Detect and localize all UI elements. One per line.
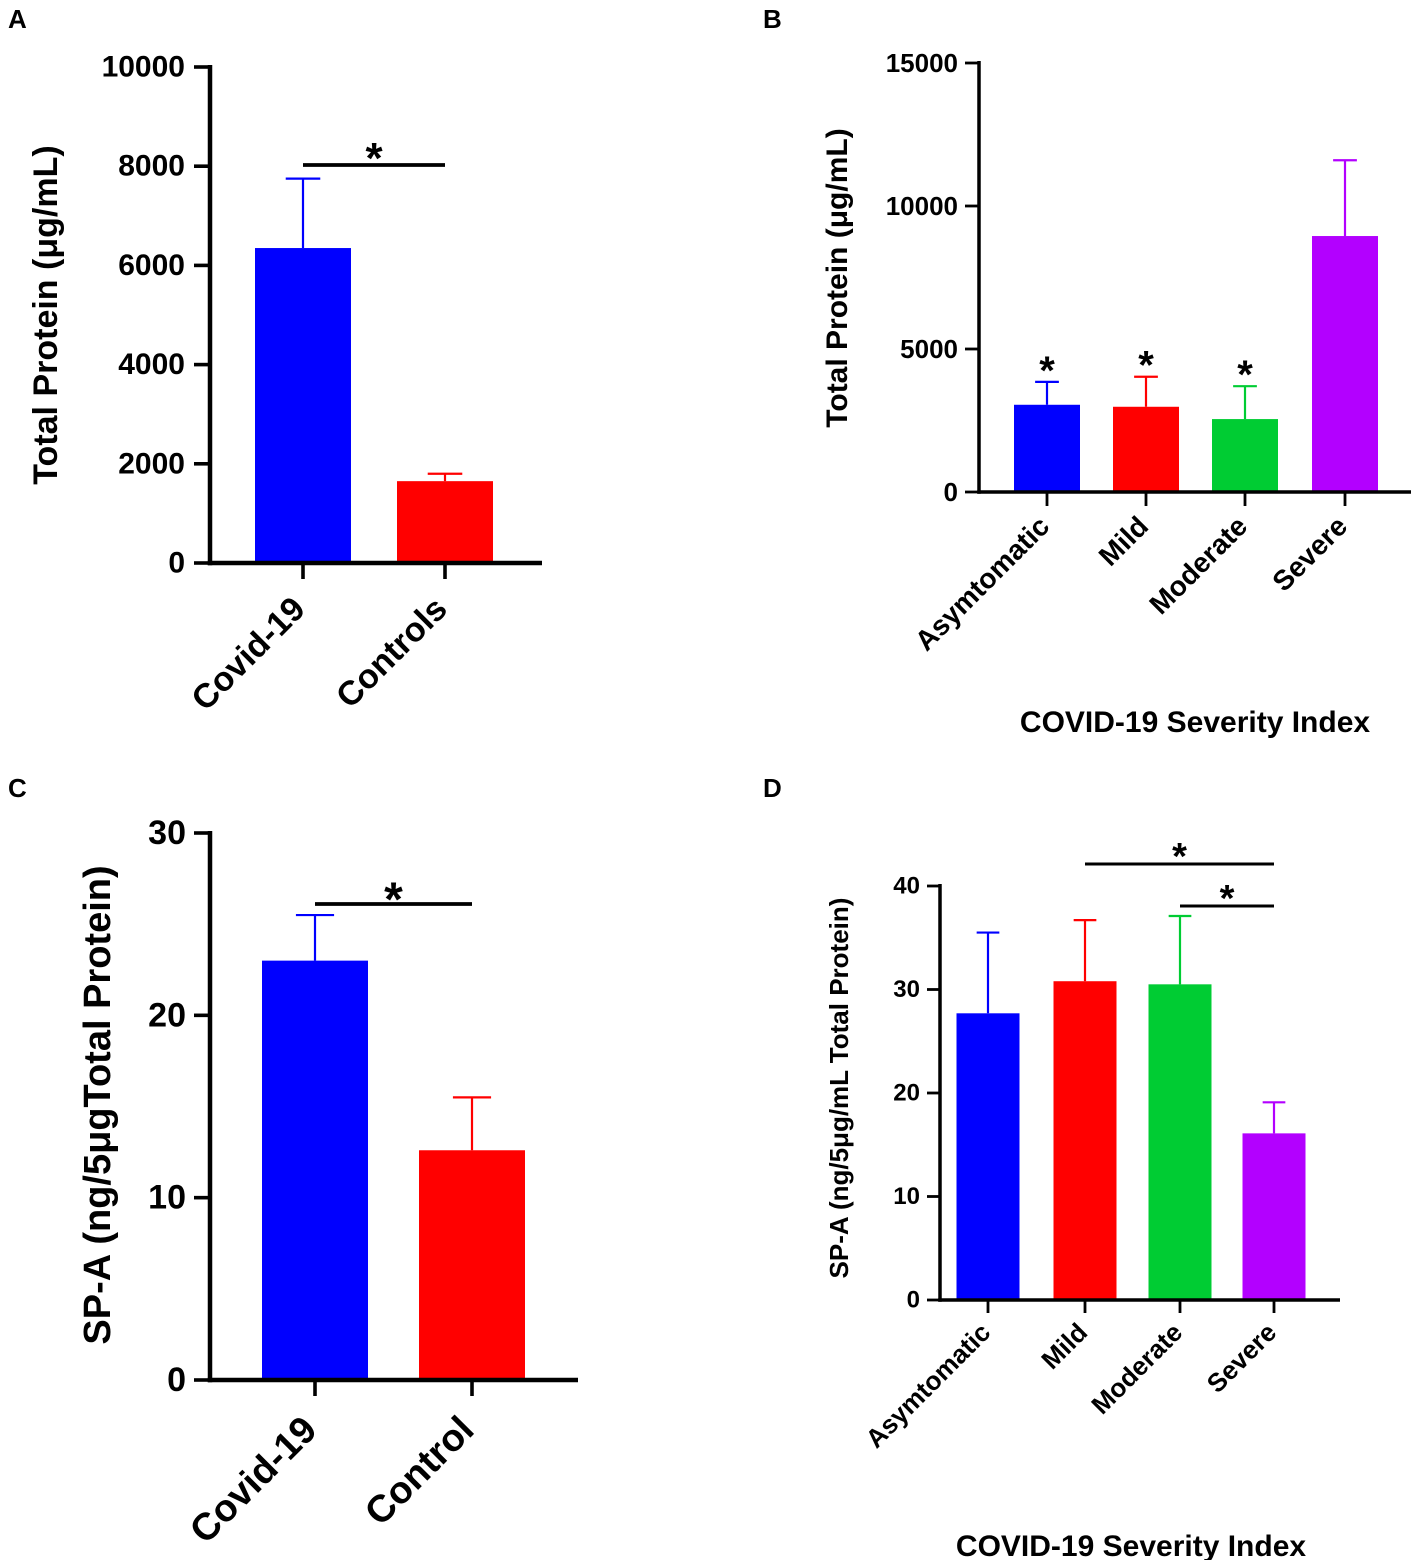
panel-a-y-tick-label-4: 8000	[118, 150, 185, 183]
panel-d-significance-star-1: *	[1220, 878, 1235, 920]
panel-a-y-tick-label-1: 2000	[118, 447, 185, 480]
panel-a-category-label-0: Covid-19	[184, 590, 312, 718]
panel-b-y-tick-label-1: 5000	[900, 334, 958, 364]
panel-c-category-label-1: Control	[357, 1409, 482, 1534]
panel-d-significance-star-0: *	[1172, 836, 1187, 878]
panel-b-y-tick-label-0: 0	[944, 477, 958, 507]
panel-a-y-axis-title: Total Protein (μg/mL)	[27, 145, 65, 484]
panel-a-bar-1	[397, 481, 493, 563]
panel-b-category-label-3: Severe	[1266, 510, 1353, 597]
panel-a-significance-star-0: *	[365, 134, 383, 183]
panel-letter-a: A	[8, 4, 27, 34]
panel-d-category-label-3: Severe	[1201, 1317, 1283, 1399]
panel-c-chart: 0 10 20 30 Covid-19 Control SP-A (ng/5μgTotal …	[77, 814, 578, 1552]
panel-d-bar-2	[1148, 984, 1212, 1300]
panel-d-y-tick-label-1: 10	[893, 1183, 920, 1210]
panel-letter-c: C	[8, 773, 27, 803]
panel-b-y-axis-title: Total Protein (μg/mL)	[821, 128, 854, 427]
panel-b-bar-1	[1113, 406, 1179, 492]
panel-b-y-tick-label-2: 10000	[886, 191, 958, 221]
panel-a-bar-0	[255, 248, 351, 564]
panel-b-bar-star-2: *	[1237, 353, 1253, 397]
panel-d-category-label-0: Asymtomatic	[860, 1317, 997, 1454]
panel-d-category-label-2: Moderate	[1085, 1317, 1188, 1420]
panel-b-category-label-0: Asymtomatic	[909, 510, 1055, 656]
panel-letter-b: B	[763, 4, 782, 34]
panel-b-bar-3	[1312, 236, 1378, 492]
panel-c-y-tick-label-2: 20	[148, 996, 186, 1034]
panel-c-y-tick-label-0: 0	[167, 1361, 186, 1399]
panel-c-y-axis-title: SP-A (ng/5μgTotal Protein)	[77, 865, 119, 1344]
panel-b-category-label-1: Mild	[1093, 510, 1155, 572]
panel-b-bar-star-0: *	[1039, 349, 1055, 393]
panel-c-bar-1	[419, 1150, 525, 1380]
panel-c-bar-0	[262, 960, 368, 1380]
panel-d-y-axis-title: SP-A (ng/5μg/mL Total Protein)	[824, 898, 854, 1279]
panel-a-chart: 0 2000 4000 6000 8000 10000 Covid-19 Controls To…	[27, 51, 542, 718]
panel-d-bar-3	[1242, 1133, 1306, 1300]
panel-d-bar-0	[956, 1013, 1020, 1300]
panel-b-y-tick-label-3: 15000	[886, 48, 958, 78]
panel-d-y-tick-label-0: 0	[907, 1287, 920, 1314]
panel-c-category-label-0: Covid-19	[182, 1409, 325, 1552]
panel-d-bar-1	[1053, 981, 1117, 1300]
panel-c-y-tick-label-3: 30	[148, 814, 186, 852]
panel-b-bar-2	[1212, 419, 1278, 492]
panel-d-y-tick-label-2: 20	[893, 1080, 920, 1107]
panel-d-y-tick-label-3: 30	[893, 976, 920, 1003]
panel-d-category-label-1: Mild	[1035, 1317, 1093, 1375]
panel-a-y-tick-label-3: 6000	[118, 249, 185, 282]
panel-letter-d: D	[763, 773, 782, 803]
panel-b-bar-star-1: *	[1138, 344, 1154, 388]
panel-b-category-label-2: Moderate	[1143, 510, 1253, 620]
panel-d-y-tick-label-4: 40	[893, 873, 920, 900]
panel-c-y-tick-label-1: 10	[148, 1179, 186, 1217]
panel-b-bar-0	[1014, 404, 1080, 492]
panel-a-y-tick-label-0: 0	[168, 547, 185, 580]
panel-a-category-label-1: Controls	[329, 590, 455, 716]
panel-d-x-axis-title: COVID-19 Severity Index	[956, 1530, 1306, 1560]
panel-b-x-axis-title: COVID-19 Severity Index	[1020, 706, 1370, 739]
panel-a-y-tick-label-5: 10000	[102, 51, 185, 84]
panel-a-y-tick-label-2: 4000	[118, 348, 185, 381]
panel-c-significance-star-0: *	[384, 874, 403, 927]
